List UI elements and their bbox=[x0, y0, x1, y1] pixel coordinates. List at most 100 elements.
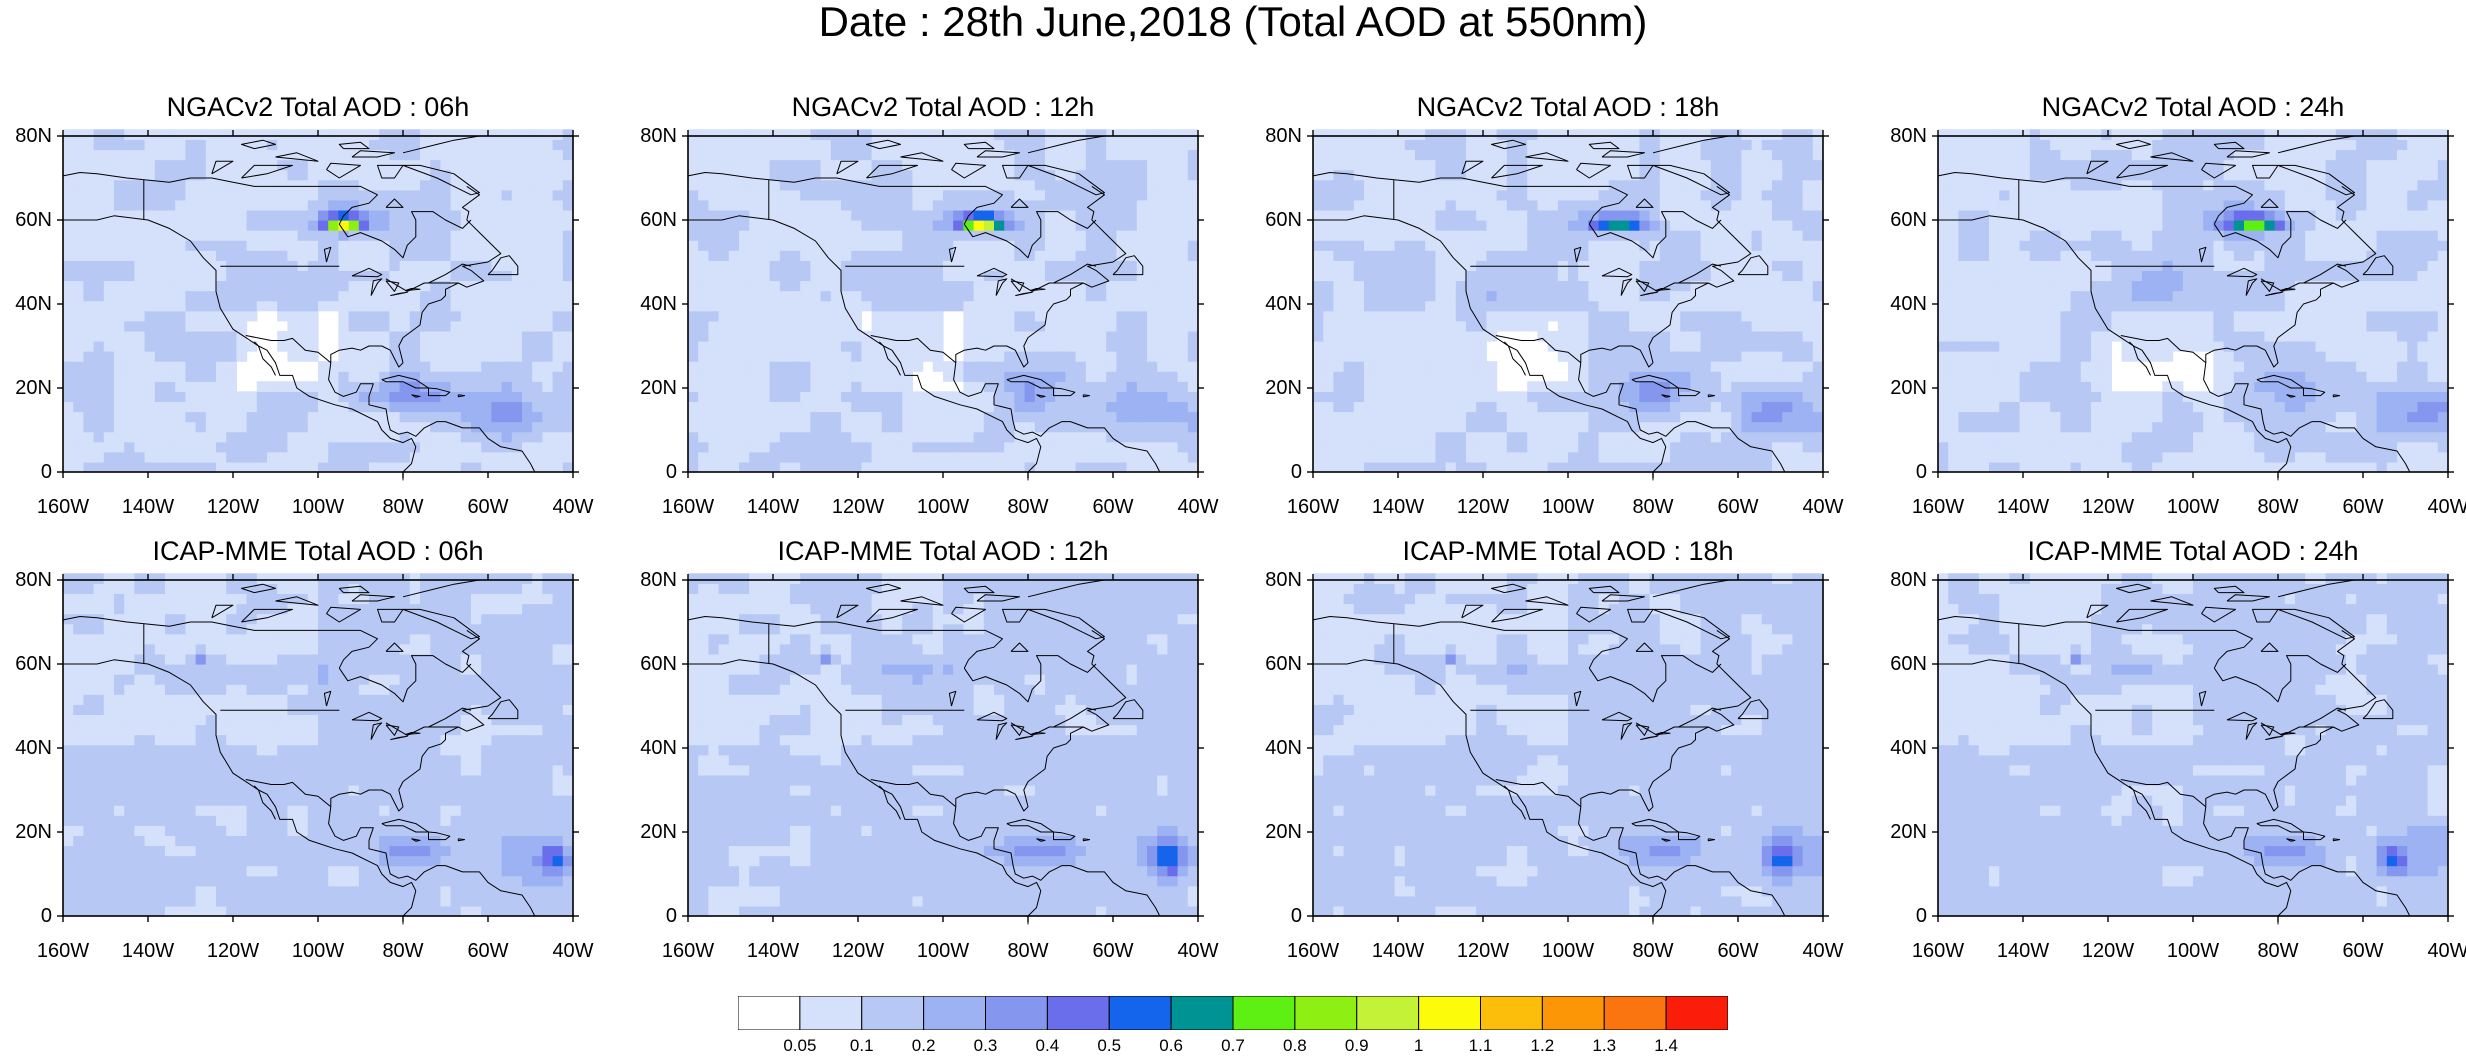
coastline bbox=[411, 394, 421, 398]
colorbar-label: 1 bbox=[1413, 1036, 1424, 1055]
x-tick-label: 140W bbox=[1371, 940, 1425, 962]
aod-field bbox=[688, 573, 1199, 917]
x-tick-label: 120W bbox=[2081, 940, 2135, 962]
coastline bbox=[275, 152, 319, 162]
coastline bbox=[62, 616, 378, 669]
coastline bbox=[878, 341, 901, 376]
aod-field bbox=[1938, 129, 2449, 473]
x-tick-label: 160W bbox=[1286, 940, 1340, 962]
coastline bbox=[2332, 838, 2341, 842]
coastline bbox=[2303, 707, 2347, 728]
coastline bbox=[351, 594, 395, 602]
coastline bbox=[878, 785, 901, 820]
coastline bbox=[62, 172, 378, 225]
coastline bbox=[866, 164, 918, 179]
aod-field bbox=[63, 129, 574, 473]
x-tick-label: 60W bbox=[467, 940, 509, 962]
coastline bbox=[951, 162, 986, 179]
panel-title-icap-mme-18h: ICAP-MME Total AOD : 18h bbox=[1402, 536, 1734, 566]
map-panel-ngacv2-24h bbox=[1932, 129, 2454, 481]
coastline bbox=[1678, 387, 1701, 397]
coastline bbox=[2226, 150, 2270, 158]
coastline bbox=[2256, 818, 2304, 833]
panel-title-icap-mme-12h: ICAP-MME Total AOD : 12h bbox=[777, 536, 1109, 566]
y-tick-label: 80N bbox=[1265, 569, 1302, 591]
y-tick-label: 20N bbox=[15, 377, 52, 399]
coastline bbox=[1087, 629, 1105, 665]
y-tick-label: 0 bbox=[1290, 905, 1302, 927]
coastline bbox=[1503, 341, 1526, 376]
country-border bbox=[1635, 278, 1709, 292]
coastline bbox=[1491, 164, 1543, 179]
y-tick-label: 80N bbox=[640, 125, 677, 147]
x-tick-label: 140W bbox=[746, 496, 800, 518]
coastline bbox=[2203, 806, 2411, 917]
coastline bbox=[1631, 374, 1679, 389]
colorbar-label: 0.3 bbox=[973, 1036, 998, 1055]
x-tick-label: 100W bbox=[916, 496, 970, 518]
coastline bbox=[2286, 394, 2296, 398]
coastline bbox=[1491, 608, 1543, 623]
coastline bbox=[688, 659, 1042, 917]
lake-outline bbox=[390, 735, 408, 741]
coastline bbox=[1712, 185, 1730, 221]
coastline bbox=[351, 150, 395, 158]
y-tick-label: 20N bbox=[1890, 377, 1927, 399]
colorbar-swatch bbox=[985, 996, 1048, 1030]
lake-outline bbox=[2279, 288, 2296, 292]
y-tick-label: 80N bbox=[15, 569, 52, 591]
coastline bbox=[377, 164, 480, 196]
coastline bbox=[338, 655, 472, 703]
colorbar-swatch bbox=[923, 996, 987, 1030]
country-border bbox=[2120, 779, 2207, 808]
x-tick-label: 140W bbox=[1371, 496, 1425, 518]
coastline bbox=[2116, 583, 2151, 594]
x-tick-label: 140W bbox=[121, 940, 175, 962]
lake-outline bbox=[1635, 280, 1650, 292]
lake-outline bbox=[1654, 732, 1671, 736]
coastline bbox=[836, 160, 859, 175]
coastline bbox=[381, 818, 429, 833]
colorbar-label: 0.9 bbox=[1344, 1036, 1369, 1055]
coastline bbox=[330, 663, 502, 812]
aod-field bbox=[63, 573, 574, 917]
lake-outline bbox=[976, 267, 1008, 278]
coastline bbox=[2256, 374, 2304, 389]
coastline bbox=[2116, 139, 2151, 150]
y-tick-label: 0 bbox=[1290, 461, 1302, 483]
coastline bbox=[1006, 374, 1054, 389]
x-tick-label: 80W bbox=[1632, 940, 1674, 962]
colorbar bbox=[738, 996, 1728, 1030]
panel-title-ngacv2-24h: NGACv2 Total AOD : 24h bbox=[2041, 92, 2345, 122]
x-tick-label: 160W bbox=[36, 496, 90, 518]
coastline bbox=[963, 655, 1097, 703]
coastline bbox=[2303, 387, 2326, 397]
coastline bbox=[1580, 219, 1752, 368]
coastline bbox=[1937, 172, 2253, 225]
coastline bbox=[2116, 608, 2168, 623]
lake-outline bbox=[2198, 246, 2207, 263]
country-border bbox=[870, 335, 957, 364]
coastline bbox=[1525, 596, 1569, 606]
coastline bbox=[1002, 608, 1105, 640]
x-tick-label: 140W bbox=[1996, 940, 2050, 962]
lake-outline bbox=[1640, 735, 1658, 741]
coastline bbox=[1938, 215, 2292, 473]
lake-outline bbox=[323, 690, 332, 707]
coastline bbox=[428, 263, 472, 284]
x-tick-label: 60W bbox=[1092, 496, 1134, 518]
coastline bbox=[2116, 164, 2168, 179]
coastline bbox=[2213, 585, 2245, 594]
colorbar-label: 0.8 bbox=[1283, 1036, 1307, 1055]
x-tick-label: 60W bbox=[2342, 940, 2384, 962]
coastline bbox=[955, 219, 1127, 368]
y-tick-label: 40N bbox=[15, 737, 52, 759]
colorbar-label: 1.1 bbox=[1468, 1036, 1493, 1055]
y-tick-label: 60N bbox=[1890, 653, 1927, 675]
colorbar-label: 0.7 bbox=[1221, 1036, 1245, 1055]
lake-outline bbox=[385, 724, 400, 736]
coastline bbox=[1491, 139, 1526, 150]
aod-field bbox=[1313, 573, 1824, 917]
coastline bbox=[1006, 818, 1054, 833]
y-tick-label: 40N bbox=[1890, 293, 1927, 315]
